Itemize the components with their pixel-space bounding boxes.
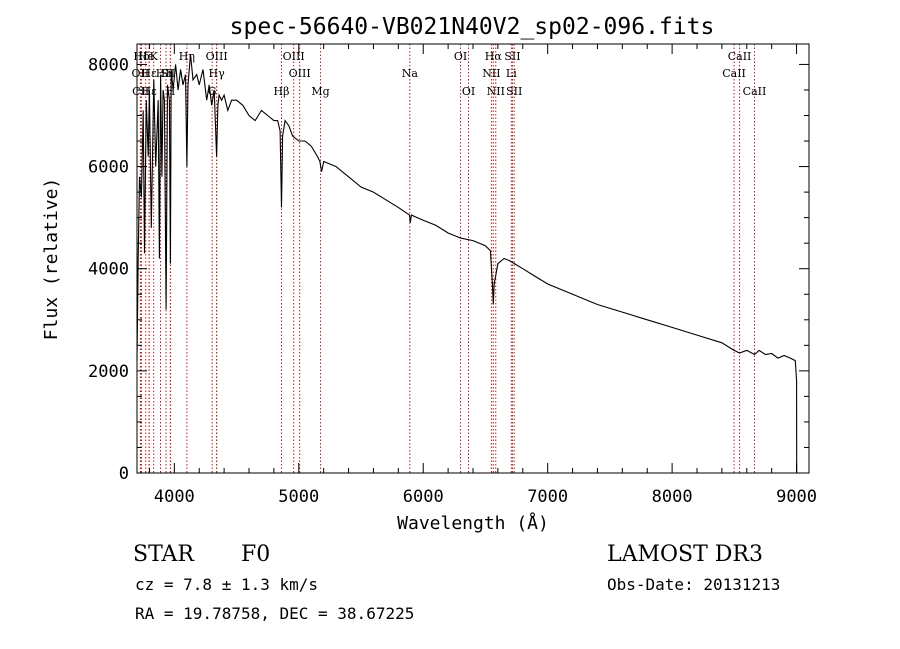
redshift-velocity: cz = 7.8 ± 1.3 km/s — [135, 575, 318, 594]
x-tick-label: 8000 — [652, 487, 693, 507]
y-axis-label: Flux (relative) — [41, 178, 62, 341]
spectral-line-label: OI — [454, 50, 467, 63]
spectral-line-label: CaII — [728, 50, 752, 63]
spectral-line-label: Li — [506, 67, 517, 80]
spectral-line-label: Hη — [179, 50, 195, 63]
spectral-line-label: OIII — [206, 50, 228, 63]
object-class: STAR — [133, 542, 195, 567]
spectral-line-label: OI — [462, 85, 475, 98]
chart-title: spec-56640-VB021N40V2_sp02-096.fits — [230, 14, 715, 40]
spectral-subclass: F0 — [241, 542, 270, 567]
y-tick-label: 8000 — [88, 55, 129, 75]
y-tick-label: 6000 — [88, 158, 129, 178]
spectral-line-label: SII — [504, 50, 520, 63]
spectral-line-label: G — [208, 85, 217, 98]
spectral-line-label: OIII — [289, 67, 311, 80]
spectral-line-label: Hγ — [209, 67, 226, 80]
spectral-line-label: OIII — [283, 50, 305, 63]
spectral-line-label: OII — [132, 67, 150, 80]
spectral-line-label: K — [150, 50, 159, 63]
x-axis-ticks: 4000 5000 6000 7000 8000 9000 — [148, 44, 817, 507]
x-tick-label: 7000 — [527, 487, 568, 507]
spectral-line-label: H — [166, 67, 176, 80]
spectral-line-label: Hβ — [274, 85, 290, 98]
spectral-line-label: Hα — [485, 50, 503, 63]
x-tick-label: 5000 — [278, 487, 319, 507]
y-axis-ticks: 0 2000 4000 6000 8000 — [88, 55, 809, 484]
spectral-line-label: CaII — [743, 85, 767, 98]
observation-date: Obs-Date: 20131213 — [607, 575, 780, 594]
spectral-line-label: H — [156, 67, 166, 80]
y-tick-label: 2000 — [88, 362, 129, 382]
survey-release: LAMOST DR3 — [607, 542, 763, 567]
spectral-line-label: CaII — [722, 67, 746, 80]
y-tick-label: 4000 — [88, 260, 129, 280]
spectral-line-label: Mg — [311, 85, 329, 98]
spectral-line-label: Na — [402, 67, 419, 80]
spectral-line-label: Hδ — [133, 50, 150, 63]
spectral-line-label: CII — [132, 85, 149, 98]
coordinates: RA = 19.78758, DEC = 38.67225 — [135, 604, 414, 623]
spectral-line-label: Si — [160, 67, 172, 80]
spectral-line-label: SII — [506, 85, 522, 98]
plot-frame — [136, 43, 810, 474]
spectral-line-label: NII — [487, 85, 505, 98]
spectral-line-markers — [139, 44, 755, 473]
spectral-line-label: Hε — [138, 50, 154, 63]
x-tick-label: 4000 — [154, 487, 195, 507]
y-tick-label: 0 — [119, 464, 129, 484]
x-axis-label: Wavelength (Å) — [397, 512, 549, 534]
x-tick-label: 9000 — [776, 487, 817, 507]
spectral-line-label: Hε — [141, 67, 157, 80]
x-tick-label: 6000 — [403, 487, 444, 507]
spectral-line-label: NII — [482, 67, 500, 80]
spectrum-series-line — [136, 54, 798, 474]
